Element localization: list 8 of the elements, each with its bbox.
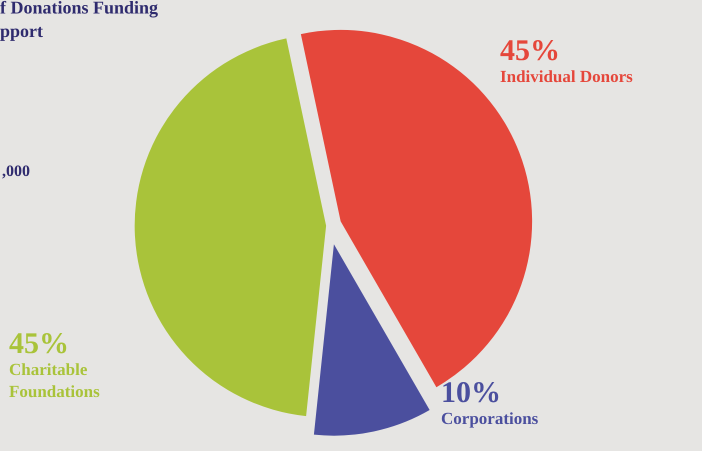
chart-title: f Donations Funding pport xyxy=(0,0,158,41)
data-label: 45% xyxy=(500,34,560,67)
text: ,000 xyxy=(2,163,30,180)
data-label: 10% xyxy=(441,376,501,409)
slice-label: Corporations xyxy=(441,409,539,428)
data-label: 45% xyxy=(9,327,69,360)
slice-label: Individual Donors xyxy=(500,67,634,86)
slice-label: Charitable Foundations xyxy=(9,360,100,402)
